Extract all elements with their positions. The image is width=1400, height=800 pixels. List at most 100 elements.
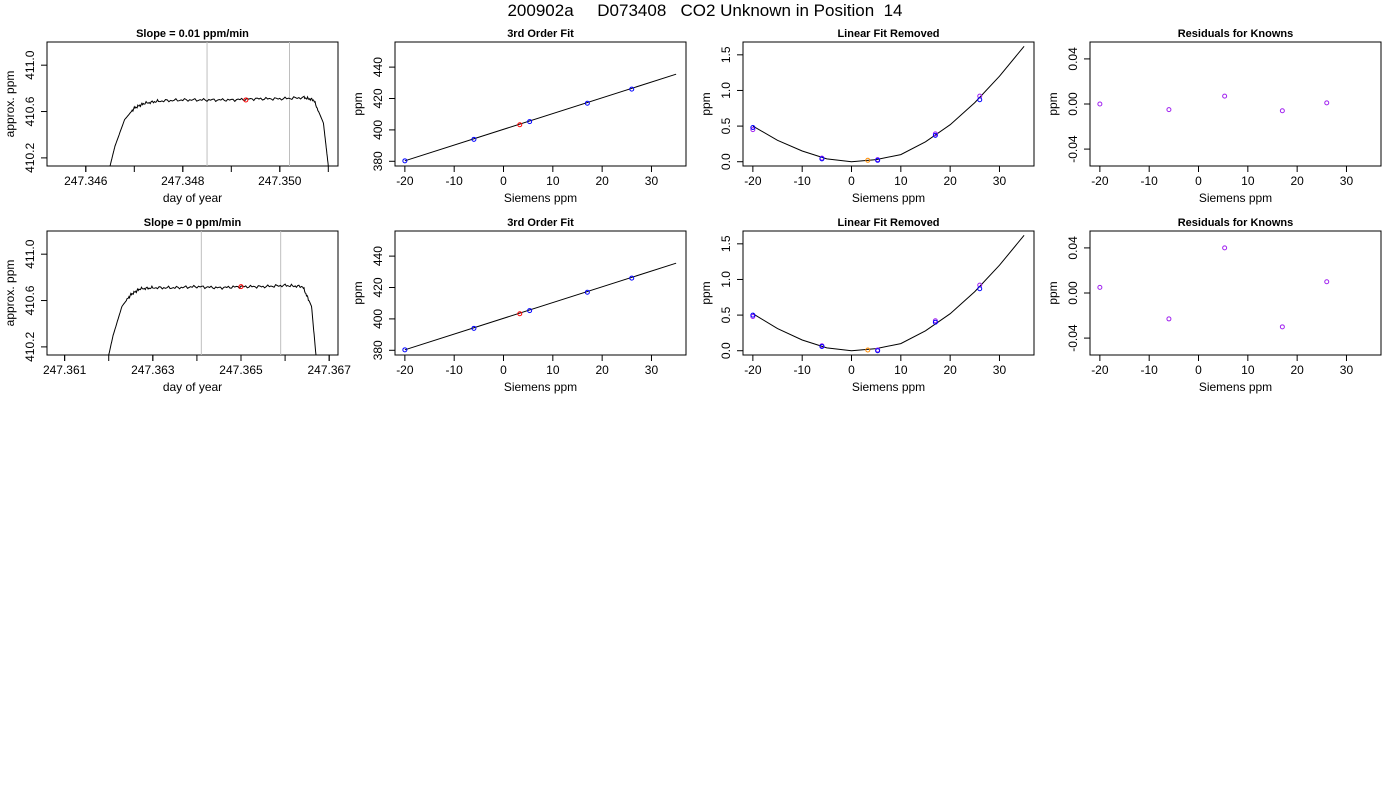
y-tick-label: 0.0 xyxy=(719,342,733,359)
known-standard-point xyxy=(527,119,533,125)
y-axis-label: approx. ppm xyxy=(3,71,17,138)
known-standard-point xyxy=(819,343,825,349)
plot-area xyxy=(402,262,677,353)
x-tick-label: 247.367 xyxy=(307,363,351,377)
x-tick-label: 0 xyxy=(848,174,855,188)
y-tick-label: 410.6 xyxy=(23,96,37,126)
y-tick-label: 0.04 xyxy=(1066,236,1080,260)
plot-frame xyxy=(1089,41,1382,167)
x-axis-label: day of year xyxy=(163,191,222,205)
y-axis-label: ppm xyxy=(1046,281,1060,304)
panel-5: Slope = 0 ppm/min day of year approx. ppm 2… xyxy=(3,217,351,394)
known-standard-point-alt xyxy=(1324,279,1330,285)
x-tick-label: 20 xyxy=(1290,363,1304,377)
x-tick-label: -20 xyxy=(396,174,414,188)
x-tick-label: 30 xyxy=(993,363,1007,377)
plot-frame xyxy=(394,41,687,167)
known-standard-point xyxy=(584,289,590,295)
y-tick-label: -0.04 xyxy=(1066,135,1080,163)
plot-frame xyxy=(46,230,339,356)
known-standard-point-alt xyxy=(1097,284,1103,290)
known-standard-point xyxy=(875,348,881,354)
x-tick-label: -20 xyxy=(744,363,762,377)
plot-frame xyxy=(742,230,1035,356)
known-standard-point xyxy=(932,132,938,138)
x-tick-label: 0 xyxy=(500,363,507,377)
x-axis-label: Siemens ppm xyxy=(504,380,577,394)
panel-7: Linear Fit Removed Siemens ppm ppm -20 -10 0 1… xyxy=(699,217,1035,394)
x-axis-label: Siemens ppm xyxy=(852,191,925,205)
unknown-sample-point xyxy=(517,122,523,128)
x-tick-label: 30 xyxy=(645,174,659,188)
known-standard-point-alt xyxy=(1166,316,1172,322)
plot-area xyxy=(109,42,329,166)
unknown-sample-point xyxy=(517,311,523,317)
plot-area xyxy=(108,231,317,355)
x-axis-label: day of year xyxy=(163,380,222,394)
plot-area xyxy=(750,234,1025,354)
x-tick-label: 30 xyxy=(645,363,659,377)
known-standard-point xyxy=(471,325,477,331)
x-axis-label: Siemens ppm xyxy=(1199,380,1272,394)
x-tick-label: -10 xyxy=(446,363,464,377)
y-tick-label: 380 xyxy=(371,340,385,360)
plot-frame xyxy=(394,230,687,356)
y-tick-label: 0.5 xyxy=(719,117,733,134)
x-axis-label: Siemens ppm xyxy=(504,191,577,205)
measurement-trace xyxy=(109,95,329,166)
plot-frame xyxy=(742,41,1035,167)
plot-title: Slope = 0.01 ppm/min xyxy=(136,28,249,40)
x-tick-label: 10 xyxy=(546,174,560,188)
plot-title: Slope = 0 ppm/min xyxy=(144,217,242,229)
panel-8: Residuals for Knowns Siemens ppm ppm -20 -10… xyxy=(1046,217,1382,394)
y-tick-label: 0.00 xyxy=(1066,281,1080,305)
x-tick-label: -10 xyxy=(446,174,464,188)
y-tick-label: 1.5 xyxy=(719,235,733,252)
plot-area xyxy=(1097,93,1330,114)
plot-frame xyxy=(1089,230,1382,356)
y-tick-label: 411.0 xyxy=(23,50,37,79)
fit-line xyxy=(404,73,677,162)
y-tick-label: 410.6 xyxy=(23,285,37,315)
x-tick-label: -10 xyxy=(794,363,812,377)
known-standard-point-alt xyxy=(1279,324,1285,330)
x-tick-label: 0 xyxy=(500,174,507,188)
known-standard-point-alt xyxy=(1222,245,1228,251)
unknown-sample-point xyxy=(865,157,871,163)
x-tick-label: 10 xyxy=(894,174,908,188)
known-standard-point xyxy=(471,136,477,142)
y-tick-label: 400 xyxy=(371,309,385,329)
y-tick-label: 1.5 xyxy=(719,46,733,63)
x-tick-label: 20 xyxy=(595,363,609,377)
x-tick-label: 30 xyxy=(993,174,1007,188)
y-tick-label: 410.2 xyxy=(23,332,37,362)
plot-area xyxy=(402,73,677,164)
y-tick-label: 1.0 xyxy=(719,271,733,288)
known-standard-point xyxy=(584,100,590,106)
fit-line xyxy=(404,262,677,351)
y-axis-label: ppm xyxy=(351,92,365,115)
x-tick-label: -20 xyxy=(396,363,414,377)
y-tick-label: 380 xyxy=(371,151,385,171)
panel-1: Slope = 0.01 ppm/min day of year approx. p… xyxy=(3,28,339,205)
y-tick-label: 440 xyxy=(371,246,385,266)
plot-title: Residuals for Knowns xyxy=(1178,217,1294,229)
known-standard-point xyxy=(875,157,881,163)
x-tick-label: 247.346 xyxy=(64,174,108,188)
known-standard-point xyxy=(819,156,825,162)
plot-title: 3rd Order Fit xyxy=(507,217,574,229)
y-tick-label: 420 xyxy=(371,88,385,108)
fit-curve xyxy=(752,45,1025,163)
y-tick-label: 0.04 xyxy=(1066,47,1080,71)
known-standard-point xyxy=(402,347,408,353)
y-axis-label: ppm xyxy=(351,281,365,304)
plot-title: 3rd Order Fit xyxy=(507,28,574,40)
x-tick-label: 10 xyxy=(1241,363,1255,377)
y-axis-label: ppm xyxy=(1046,92,1060,115)
x-tick-label: 0 xyxy=(848,363,855,377)
y-tick-label: 440 xyxy=(371,57,385,77)
known-standard-point-alt xyxy=(1222,93,1228,99)
known-standard-point xyxy=(977,286,983,292)
x-tick-label: 20 xyxy=(943,174,957,188)
